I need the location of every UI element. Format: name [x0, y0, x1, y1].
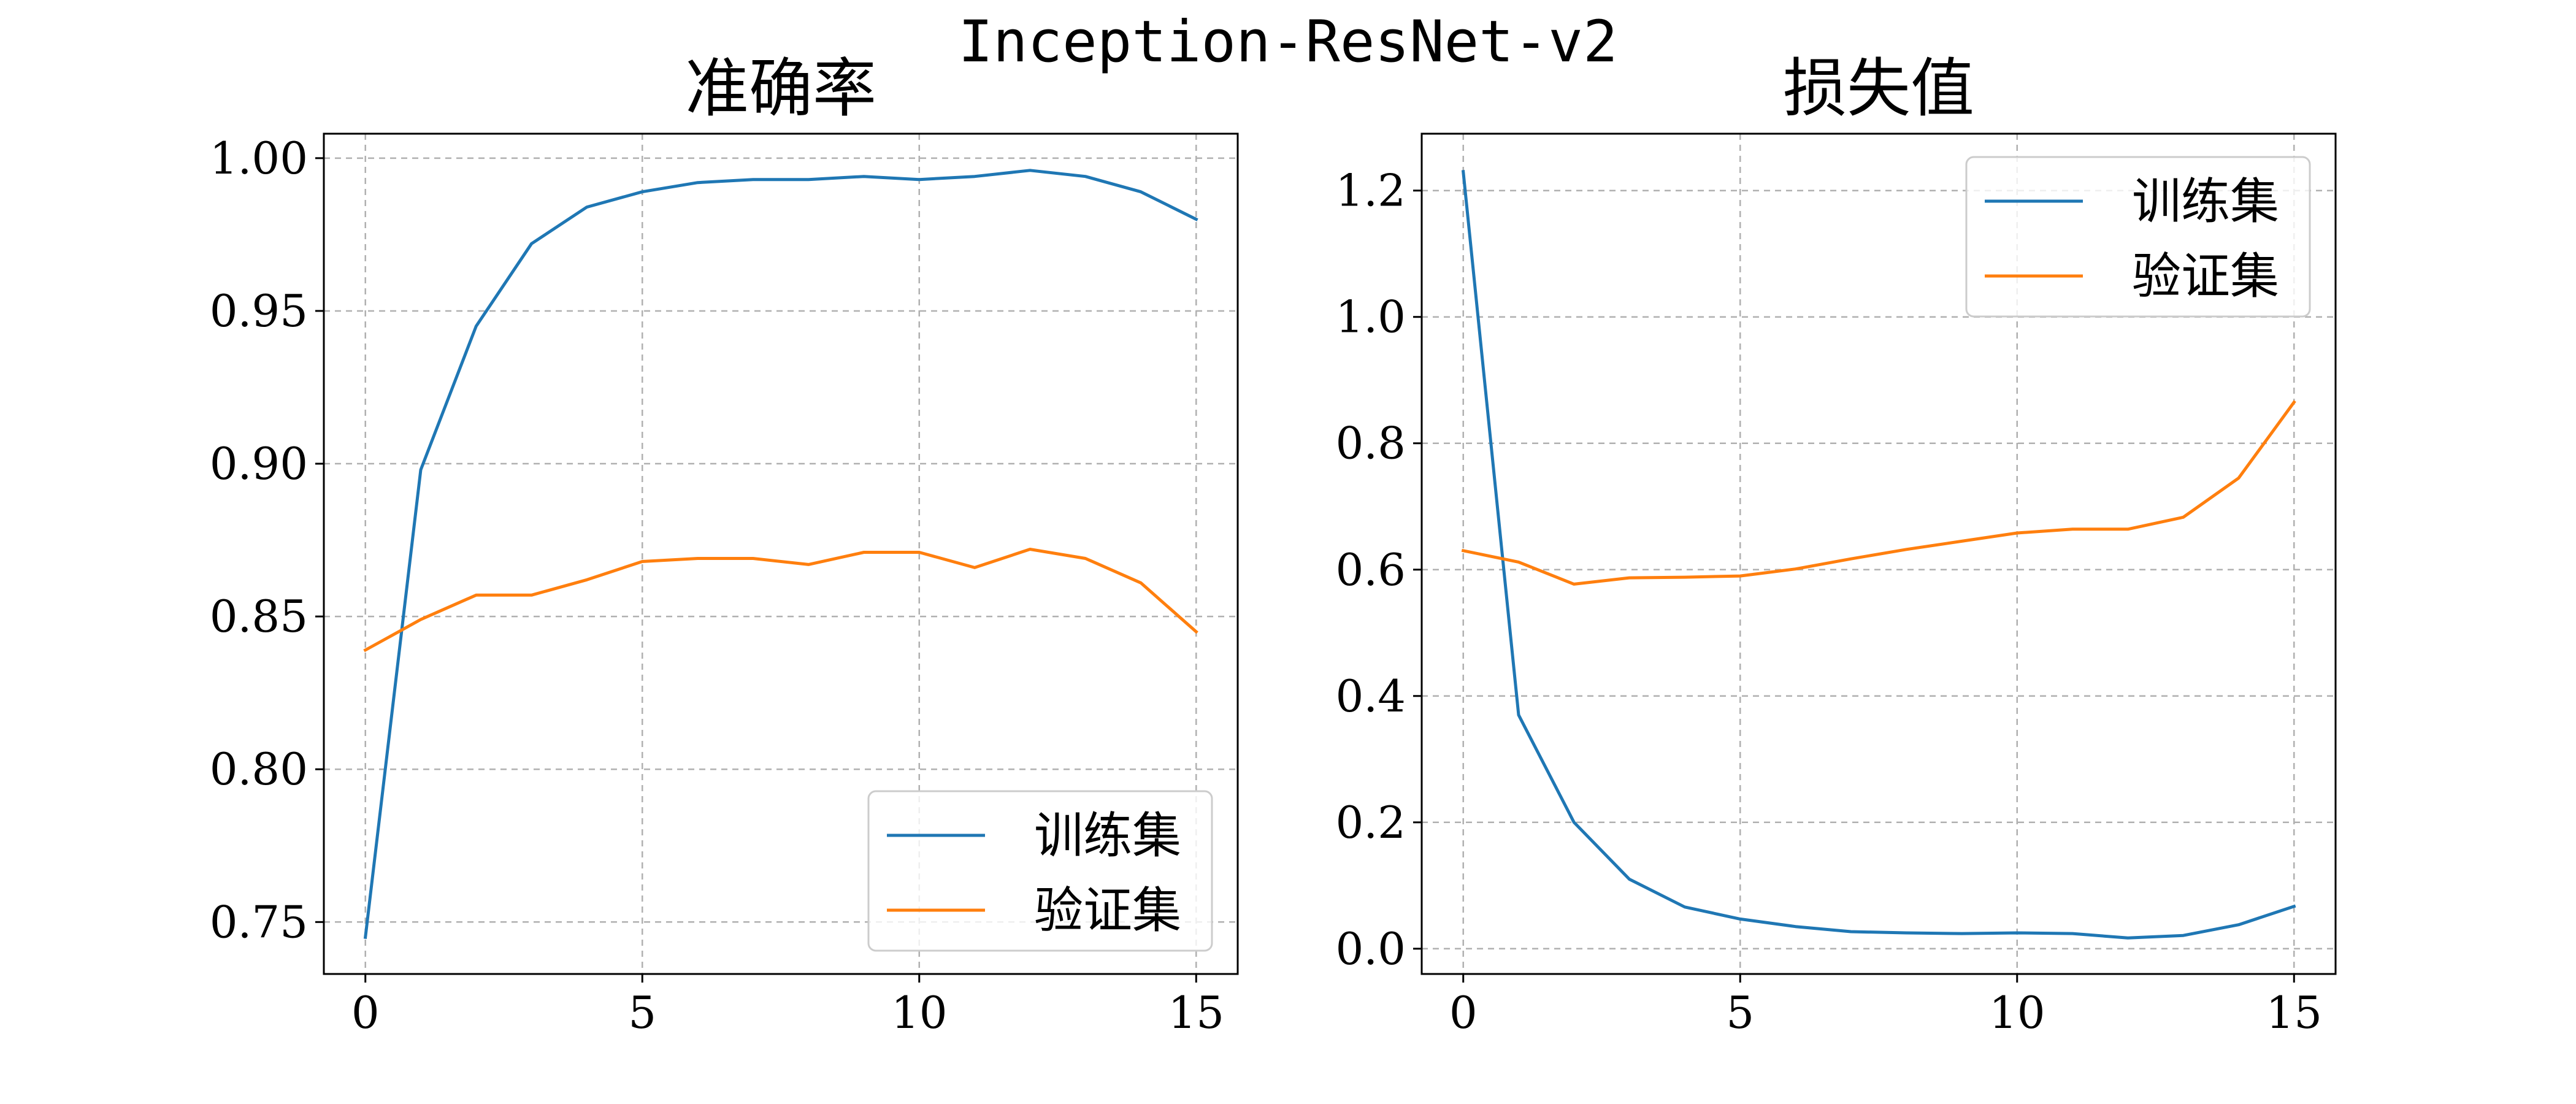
accuracy-y-tick-label: 0.95: [210, 285, 308, 337]
accuracy-y-tick-label: 0.90: [210, 438, 308, 489]
loss-x-tick-label: 10: [1989, 987, 2045, 1038]
loss-series-line-2: [1461, 400, 2296, 586]
accuracy-x-tick-label: 15: [1168, 987, 1224, 1038]
accuracy-y-tick-label: 0.75: [210, 896, 308, 948]
loss-y-tick-label: 0.2: [1335, 797, 1406, 848]
accuracy-legend-label-1: 训练集: [1034, 807, 1181, 864]
accuracy-x-tick-label: 0: [351, 987, 380, 1038]
loss-y-tick-label: 1.2: [1335, 165, 1406, 217]
accuracy-x-tick-label: 10: [891, 987, 948, 1038]
loss-y-tick-label: 0.6: [1335, 544, 1406, 596]
loss-y-tick-label: 1.0: [1335, 291, 1406, 343]
loss-x-tick-label: 5: [1726, 987, 1754, 1038]
accuracy-y-tick-label: 0.80: [210, 743, 308, 795]
loss-legend-label-2: 验证集: [2132, 248, 2279, 305]
accuracy-legend-label-2: 验证集: [1034, 882, 1181, 939]
loss-legend-label-1: 训练集: [2132, 173, 2279, 230]
loss-axes-frame: [1420, 132, 2337, 975]
loss-x-tick-label: 15: [2266, 987, 2322, 1038]
accuracy-axes-frame: [323, 132, 1239, 975]
figure-title: Inception-ResNet-v2: [958, 9, 1617, 75]
accuracy-title: 准确率: [685, 51, 876, 126]
loss-y-tick-label: 0.8: [1335, 418, 1406, 469]
loss-series-line-1: [1461, 170, 2296, 940]
loss-y-tick-label: 0.4: [1335, 670, 1406, 722]
accuracy-y-tick-label: 1.00: [210, 132, 308, 184]
loss-x-tick-label: 0: [1449, 987, 1478, 1038]
loss-title: 损失值: [1783, 51, 1974, 126]
accuracy-series-line-2: [363, 548, 1198, 653]
accuracy-y-tick-label: 0.85: [210, 591, 308, 642]
loss-y-tick-label: 0.0: [1335, 923, 1406, 975]
accuracy-x-tick-label: 5: [628, 987, 656, 1038]
accuracy-series-line-1: [363, 169, 1198, 939]
